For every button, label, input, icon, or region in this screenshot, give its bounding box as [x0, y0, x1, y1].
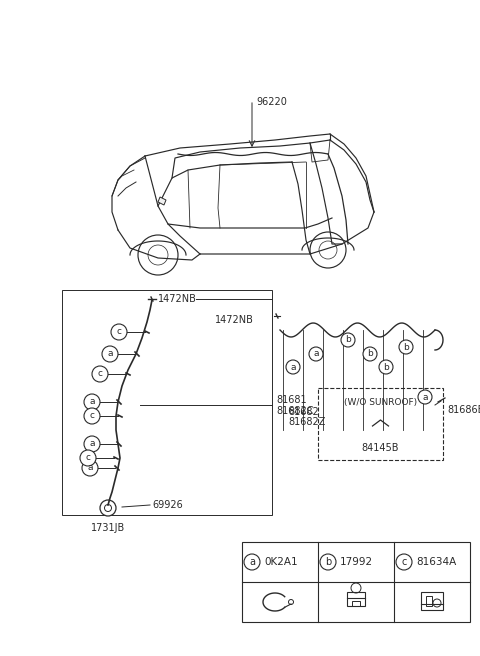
- Circle shape: [82, 460, 98, 476]
- Circle shape: [309, 347, 323, 361]
- Text: a: a: [313, 350, 319, 358]
- Text: 81682: 81682: [288, 407, 319, 417]
- Text: 84145B: 84145B: [362, 443, 399, 453]
- Text: (W/O SUNROOF): (W/O SUNROOF): [344, 398, 417, 407]
- Text: 0K2A1: 0K2A1: [264, 557, 298, 567]
- Text: a: a: [422, 392, 428, 401]
- Circle shape: [341, 333, 355, 347]
- Text: 1472NB: 1472NB: [158, 294, 197, 304]
- Text: b: b: [325, 557, 331, 567]
- Text: b: b: [403, 342, 409, 352]
- Text: c: c: [117, 327, 121, 337]
- Bar: [347, 592, 365, 606]
- Text: a: a: [87, 464, 93, 472]
- Circle shape: [100, 500, 116, 516]
- Text: 81634A: 81634A: [416, 557, 456, 567]
- Text: c: c: [401, 557, 407, 567]
- Bar: [426, 596, 432, 606]
- Text: 96220: 96220: [256, 97, 287, 107]
- Text: 69926: 69926: [152, 500, 183, 510]
- Circle shape: [399, 340, 413, 354]
- Bar: [421, 592, 443, 610]
- Bar: [242, 542, 470, 622]
- Bar: [352, 601, 360, 606]
- Circle shape: [84, 436, 100, 452]
- Text: 81682C: 81682C: [276, 406, 313, 416]
- Circle shape: [396, 554, 412, 570]
- Text: a: a: [290, 363, 296, 371]
- Text: 1731JB: 1731JB: [91, 523, 125, 533]
- Text: b: b: [345, 335, 351, 344]
- Bar: [62, 290, 272, 515]
- Text: a: a: [249, 557, 255, 567]
- Circle shape: [102, 346, 118, 362]
- Polygon shape: [158, 197, 166, 205]
- Text: 81682Z: 81682Z: [288, 417, 325, 427]
- Text: b: b: [367, 350, 373, 358]
- Text: a: a: [89, 440, 95, 449]
- Text: 81681: 81681: [276, 395, 307, 405]
- Text: b: b: [383, 363, 389, 371]
- Text: a: a: [107, 350, 113, 358]
- Circle shape: [80, 450, 96, 466]
- Circle shape: [84, 408, 100, 424]
- Text: c: c: [85, 453, 91, 462]
- Circle shape: [84, 394, 100, 410]
- Text: 17992: 17992: [340, 557, 373, 567]
- Circle shape: [363, 347, 377, 361]
- Circle shape: [286, 360, 300, 374]
- Text: c: c: [89, 411, 95, 420]
- Bar: [318, 388, 443, 460]
- Circle shape: [111, 324, 127, 340]
- Circle shape: [379, 360, 393, 374]
- Text: a: a: [89, 398, 95, 407]
- Text: 1472NB: 1472NB: [215, 315, 254, 325]
- Text: 81686B: 81686B: [447, 405, 480, 415]
- Circle shape: [92, 366, 108, 382]
- Circle shape: [244, 554, 260, 570]
- Circle shape: [320, 554, 336, 570]
- Text: c: c: [97, 369, 103, 379]
- Circle shape: [418, 390, 432, 404]
